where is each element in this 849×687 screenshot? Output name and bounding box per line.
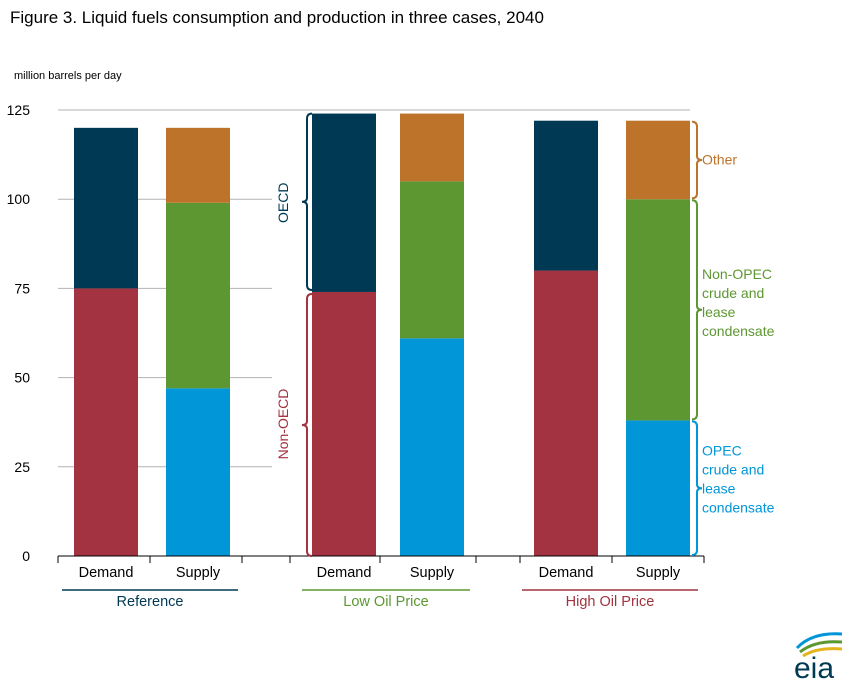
bar-segment-non-opec-crude-and-lease-condensate	[166, 202, 230, 389]
side-label-right-line: Other	[702, 152, 737, 168]
bar-segment-oecd	[74, 127, 138, 289]
x-tick-label: Demand	[539, 565, 594, 581]
bar-segment-other	[166, 127, 230, 203]
group-label: Low Oil Price	[343, 594, 428, 610]
y-tick-label: 50	[14, 370, 30, 386]
side-label-right-line: lease	[702, 480, 736, 496]
y-tick-label: 100	[7, 191, 31, 207]
x-tick-label: Demand	[79, 565, 134, 581]
axes-layer: 0 25 50 75 100 125 Demand Supply Demand Supply Dem…	[7, 102, 705, 610]
side-label-right-line: lease	[702, 304, 736, 320]
group-label: High Oil Price	[566, 594, 655, 610]
side-label-right-line: crude and	[702, 461, 764, 477]
side-label-right-line: condensate	[702, 323, 775, 339]
bar-segment-oecd	[312, 113, 376, 292]
eia-logo: eia	[794, 632, 843, 685]
side-label-right-line: Non-OPEC	[702, 266, 772, 282]
bar-segment-oecd	[534, 120, 598, 271]
bar-segment-non-opec-crude-and-lease-condensate	[400, 181, 464, 339]
logo-swoosh-green	[799, 640, 843, 654]
group-label: Reference	[117, 594, 184, 610]
bar-segment-non-oecd	[312, 291, 376, 556]
bar-segment-other	[400, 113, 464, 182]
logo-swoosh-blue	[795, 632, 843, 650]
x-tick-label: Demand	[317, 565, 372, 581]
bar-segment-opec-crude-and-lease-condensate	[400, 338, 464, 556]
x-tick-label: Supply	[176, 565, 221, 581]
bracket-oecd	[301, 112, 313, 291]
y-tick-label: 0	[22, 548, 30, 564]
logo-text: eia	[794, 652, 834, 685]
bracket-right	[691, 420, 703, 556]
bracket-right	[691, 199, 703, 421]
bracket-right	[691, 120, 703, 200]
chart-title: Figure 3. Liquid fuels consumption and p…	[10, 8, 544, 27]
x-tick-label: Supply	[636, 565, 681, 581]
bar-segment-non-opec-crude-and-lease-condensate	[626, 199, 690, 421]
annotations-layer: OECD Non-OECD Other Non-OPEC crude and lease c…	[275, 112, 775, 557]
y-tick-label: 75	[14, 280, 30, 296]
x-tick-label: Supply	[410, 565, 455, 581]
side-label-right-line: crude and	[702, 285, 764, 301]
logo-swoosh-yellow	[802, 647, 843, 658]
side-label-right-line: OPEC	[702, 442, 742, 458]
y-tick-label: 25	[14, 459, 30, 475]
side-label-left: OECD	[275, 183, 291, 223]
bar-segment-opec-crude-and-lease-condensate	[626, 420, 690, 556]
bar-segment-opec-crude-and-lease-condensate	[166, 388, 230, 556]
bars-layer	[74, 113, 690, 556]
bracket-non-oecd	[301, 292, 313, 557]
side-label-left: Non-OECD	[275, 389, 291, 460]
bar-segment-non-oecd	[74, 288, 138, 556]
y-tick-label: 125	[7, 102, 31, 118]
y-axis-unit-label: million barrels per day	[14, 70, 122, 82]
side-label-right-line: condensate	[702, 499, 775, 515]
bar-segment-non-oecd	[534, 270, 598, 556]
bar-segment-other	[626, 120, 690, 200]
